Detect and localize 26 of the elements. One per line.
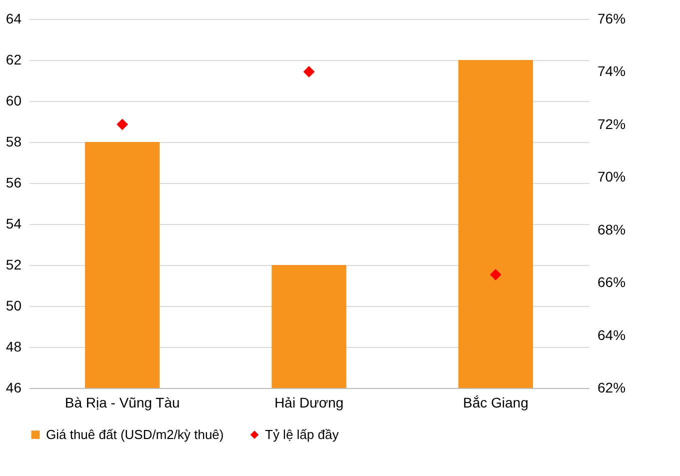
y2-tick-label: 72% — [598, 116, 626, 132]
y-tick-label: 46 — [6, 380, 22, 396]
y2-tick-label: 68% — [598, 221, 626, 238]
y2-tick-label: 66% — [598, 274, 626, 290]
y-tick-label: 60 — [6, 92, 22, 108]
y2-tick-label: 76% — [598, 10, 626, 26]
y-tick-label: 48 — [6, 338, 22, 354]
y-tick-label: 50 — [6, 298, 22, 314]
x-tick-label: Hải Dương — [274, 394, 344, 410]
y-tick-label: 62 — [6, 52, 22, 68]
x-tick-label: Bắc Giang — [462, 394, 528, 410]
y2-tick-label: 62% — [598, 380, 626, 396]
point — [116, 118, 128, 130]
point — [490, 268, 502, 280]
legend-label: Tỷ lệ lấp đầy — [265, 426, 340, 442]
y-tick-label: 64 — [6, 10, 22, 26]
y-tick-label: 58 — [6, 134, 22, 150]
point — [303, 66, 315, 78]
legend-label: Giá thuê đất (USD/m2/kỳ thuê) — [46, 426, 224, 442]
y2-tick-label: 74% — [598, 63, 626, 80]
y-tick-label: 56 — [6, 174, 22, 190]
y-tick-label: 54 — [6, 216, 22, 232]
x-tick-label: Bà Rịa - Vũng Tàu — [64, 394, 180, 410]
y2-tick-label: 64% — [598, 326, 626, 343]
y2-tick-label: 70% — [598, 168, 626, 185]
y-tick-label: 52 — [6, 256, 22, 272]
